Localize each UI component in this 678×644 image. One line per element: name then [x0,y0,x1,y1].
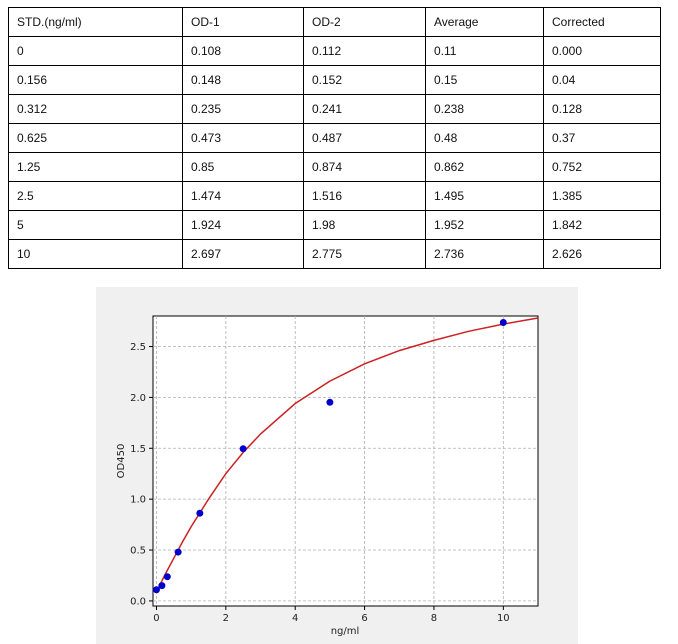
table-cell: 1.952 [425,210,544,240]
table-header-cell: STD.(ng/ml) [8,7,183,37]
table-cell: 0.241 [303,94,426,124]
fit-curve-line [155,317,539,593]
x-tick-label: 2 [223,613,229,624]
table-cell: 5 [8,210,183,240]
y-axis-title: OD450 [116,444,127,479]
table-cell: 0.312 [8,94,183,124]
standard-curve-chart: 0 2 4 6 8 10 0.0 0.5 1.0 1.5 2.0 2.5 ng/ml OD450 [116,315,539,637]
table-header-cell: OD-1 [182,7,304,37]
table-cell: 1.924 [182,210,304,240]
table-cell: 0.15 [425,65,544,95]
table-cell: 2.5 [8,181,183,211]
table-cell: 1.495 [425,181,544,211]
y-tick-label: 1.5 [130,444,146,455]
points-layer [152,319,507,594]
table-cell: 0.487 [303,123,426,153]
table-cell: 1.842 [543,210,661,240]
table-cell: 1.385 [543,181,661,211]
table-cell: 1.516 [303,181,426,211]
table-row: 0.625 0.473 0.487 0.48 0.37 [8,123,661,153]
data-point [196,509,204,517]
data-point [163,573,171,581]
table-cell: 0.156 [8,65,183,95]
table-cell: 0.128 [543,94,661,124]
plot-area [152,315,539,607]
standard-curve-table: STD.(ng/ml) OD-1 OD-2 Average Corrected 0 0.10… [8,7,661,269]
table-cell: 1.25 [8,152,183,182]
table-cell: 0.48 [425,123,544,153]
table-row: 1.25 0.85 0.874 0.862 0.752 [8,152,661,182]
y-tick-label: 0.0 [130,596,146,607]
table-cell: 0.37 [543,123,661,153]
table-cell: 0.473 [182,123,304,153]
table-cell: 1.98 [303,210,426,240]
table-body: STD.(ng/ml) OD-1 OD-2 Average Corrected 0 0.10… [8,7,661,269]
grid-layer [153,316,538,606]
chart-panel: 0 2 4 6 8 10 0.0 0.5 1.0 1.5 2.0 2.5 ng/ml OD450 [96,287,578,644]
data-point [174,548,182,556]
table-header-cell: Average [425,7,544,37]
data-point [499,319,507,327]
table-cell: 2.775 [303,239,426,269]
table-cell: 0.85 [182,152,304,182]
table-cell: 0.04 [543,65,661,95]
y-tick-label: 2.0 [130,393,146,404]
table-row: 0 0.108 0.112 0.11 0.000 [8,36,661,66]
table-cell: 0.11 [425,36,544,66]
table-cell: 10 [8,239,183,269]
x-tick-label: 6 [361,613,367,624]
x-tick-label: 0 [153,613,159,624]
table-header-cell: OD-2 [303,7,426,37]
x-tick-label: 10 [497,613,510,624]
x-tick-label: 8 [431,613,437,624]
y-tick-label: 1.0 [130,495,146,506]
table-cell: 0.112 [303,36,426,66]
data-point [158,582,166,590]
table-cell: 0.000 [543,36,661,66]
table-row: 0.156 0.148 0.152 0.15 0.04 [8,65,661,95]
data-point [326,398,334,406]
data-point [239,445,247,453]
table-cell: 0.862 [425,152,544,182]
curve-layer [155,317,539,593]
table-row: 2.5 1.474 1.516 1.495 1.385 [8,181,661,211]
tick-layer: 0 2 4 6 8 10 0.0 0.5 1.0 1.5 2.0 2.5 [130,342,510,624]
table-cell: 0.148 [182,65,304,95]
table-header-cell: Corrected [543,7,661,37]
x-axis-title: ng/ml [331,626,360,637]
y-tick-label: 2.5 [130,342,146,353]
table-row: 5 1.924 1.98 1.952 1.842 [8,210,661,240]
table-cell: 2.736 [425,239,544,269]
table-cell: 0.238 [425,94,544,124]
table-cell: 2.626 [543,239,661,269]
x-tick-label: 4 [292,613,298,624]
table-header-row: STD.(ng/ml) OD-1 OD-2 Average Corrected [8,7,661,37]
y-tick-label: 0.5 [130,546,146,557]
table-cell: 0.752 [543,152,661,182]
table-cell: 0.874 [303,152,426,182]
table-cell: 2.697 [182,239,304,269]
table-cell: 0.108 [182,36,304,66]
table-row: 0.312 0.235 0.241 0.238 0.128 [8,94,661,124]
table-cell: 0.625 [8,123,183,153]
table-cell: 0.152 [303,65,426,95]
data-point [152,586,160,594]
table-row: 10 2.697 2.775 2.736 2.626 [8,239,661,269]
table-cell: 0.235 [182,94,304,124]
table-cell: 0 [8,36,183,66]
table-cell: 1.474 [182,181,304,211]
